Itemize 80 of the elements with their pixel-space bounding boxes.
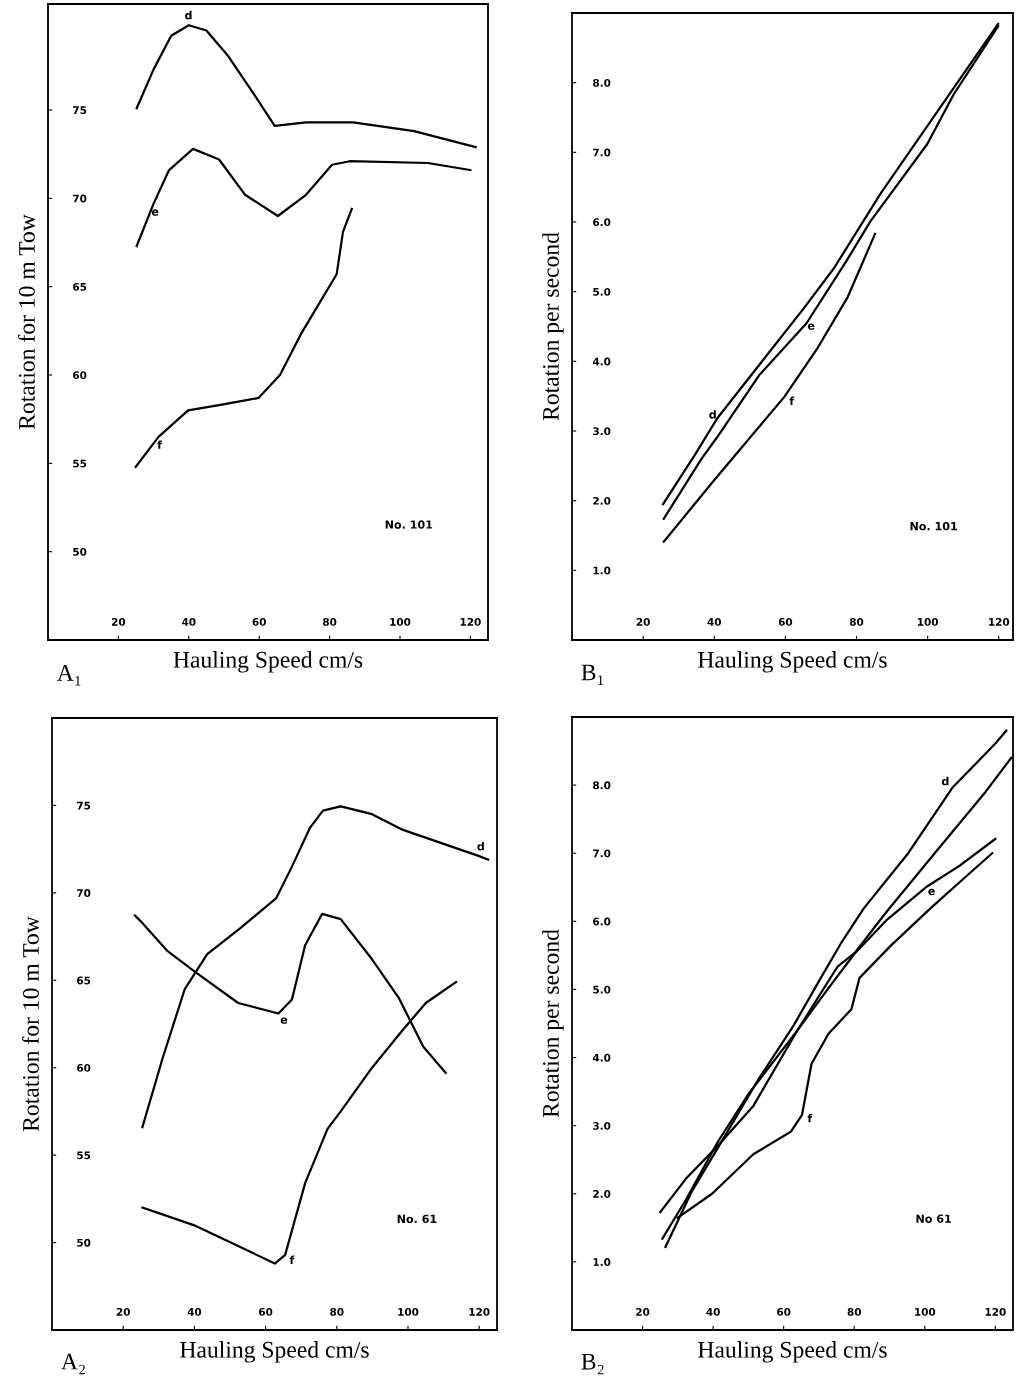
x-tick-label: 60 (777, 1307, 791, 1316)
y-tick-label: 4.0 (592, 357, 611, 366)
x-tick-label: 80 (322, 617, 337, 626)
y-tick-label: 1.0 (593, 1258, 611, 1266)
y-tick-label: 70 (73, 194, 87, 203)
series-label: e (807, 323, 815, 330)
series-label: e (928, 888, 935, 896)
y-tick-label: 4.0 (592, 1053, 611, 1062)
x-tick-label: 80 (847, 1307, 861, 1316)
y-tick-label: 5.0 (593, 985, 611, 994)
x-axis-title: Hauling Speed cm/s (180, 1341, 369, 1363)
x-tick-label: 40 (182, 617, 196, 626)
x-tick-label: 20 (116, 1307, 130, 1316)
series-label: f (289, 1255, 295, 1264)
y-tick-label: 60 (77, 1063, 91, 1072)
x-tick-label: 80 (330, 1307, 344, 1316)
y-tick-label: 3.0 (593, 427, 611, 436)
y-tick-label: 3.0 (593, 1121, 611, 1130)
text: B₁ (581, 664, 604, 685)
x-tick-label: 100 (390, 617, 411, 626)
y-axis-title: Rotation for 10 m Tow (22, 916, 39, 1132)
y-tick-label: 5.0 (593, 287, 611, 296)
x-axis-title: Hauling Speed cm/s (698, 651, 887, 673)
y-tick-label: 6.0 (593, 218, 611, 227)
y-tick-label: 75 (73, 106, 87, 115)
y-tick-label: 55 (73, 459, 87, 468)
x-tick-label: 60 (778, 617, 793, 626)
x-axis-title: Hauling Speed cm/s (173, 651, 363, 673)
y-tick-label: 65 (77, 976, 91, 985)
text: B₂ (581, 1353, 604, 1375)
x-tick-label: 20 (111, 617, 126, 626)
series-label: d (185, 10, 192, 20)
y-tick-label: 70 (77, 889, 91, 897)
y-axis-title: Rotation per second (542, 929, 564, 1118)
x-tick-label: 40 (706, 1307, 720, 1316)
y-tick-label: 50 (73, 547, 87, 556)
y-tick-label: 2.0 (593, 1190, 611, 1198)
x-tick-label: 80 (849, 617, 864, 626)
series-label: f (789, 396, 795, 405)
y-tick-label: 65 (73, 282, 87, 291)
y-tick-label: 75 (77, 801, 91, 810)
x-tick-label: 20 (636, 617, 650, 626)
y-tick-label: 8.0 (593, 78, 611, 87)
series-label: e (280, 1017, 288, 1024)
series-label: d (941, 776, 949, 786)
x-tick-label: 120 (460, 617, 481, 626)
annotation: No. 101 (910, 521, 957, 531)
y-tick-label: 55 (77, 1151, 91, 1160)
series-label: d (477, 841, 484, 851)
text: A₂ (61, 1353, 85, 1375)
y-tick-label: 1.0 (593, 566, 611, 575)
x-tick-label: 120 (469, 1307, 490, 1316)
y-tick-label: 8.0 (593, 781, 611, 790)
x-axis-title: Hauling Speed cm/s (698, 1341, 887, 1363)
x-tick-label: 120 (985, 1307, 1006, 1316)
x-tick-label: 40 (187, 1307, 202, 1316)
series-label: f (157, 440, 163, 449)
annotation: No. 61 (397, 1214, 437, 1224)
x-tick-label: 20 (636, 1307, 650, 1316)
y-tick-label: 7.0 (593, 148, 611, 157)
x-tick-label: 100 (917, 617, 939, 626)
text: A₁ (57, 665, 81, 686)
y-axis-title: Rotation for 10 m Tow (18, 214, 35, 430)
y-tick-label: 50 (77, 1238, 91, 1247)
x-tick-label: 100 (915, 1307, 936, 1316)
series-label: d (709, 410, 716, 419)
y-axis-title: Rotation per second (542, 232, 564, 421)
x-tick-label: 60 (252, 617, 266, 626)
y-tick-label: 2.0 (593, 496, 611, 505)
series-label: f (807, 1113, 813, 1123)
x-tick-label: 100 (398, 1307, 419, 1316)
series-label: e (151, 209, 159, 216)
y-tick-label: 7.0 (593, 849, 611, 858)
y-tick-label: 6.0 (593, 917, 611, 926)
y-tick-label: 60 (73, 371, 87, 380)
annotation: No 61 (916, 1214, 951, 1223)
annotation: No. 101 (385, 520, 433, 529)
x-tick-label: 120 (989, 617, 1010, 626)
x-tick-label: 60 (259, 1307, 273, 1316)
x-tick-label: 40 (707, 617, 722, 626)
